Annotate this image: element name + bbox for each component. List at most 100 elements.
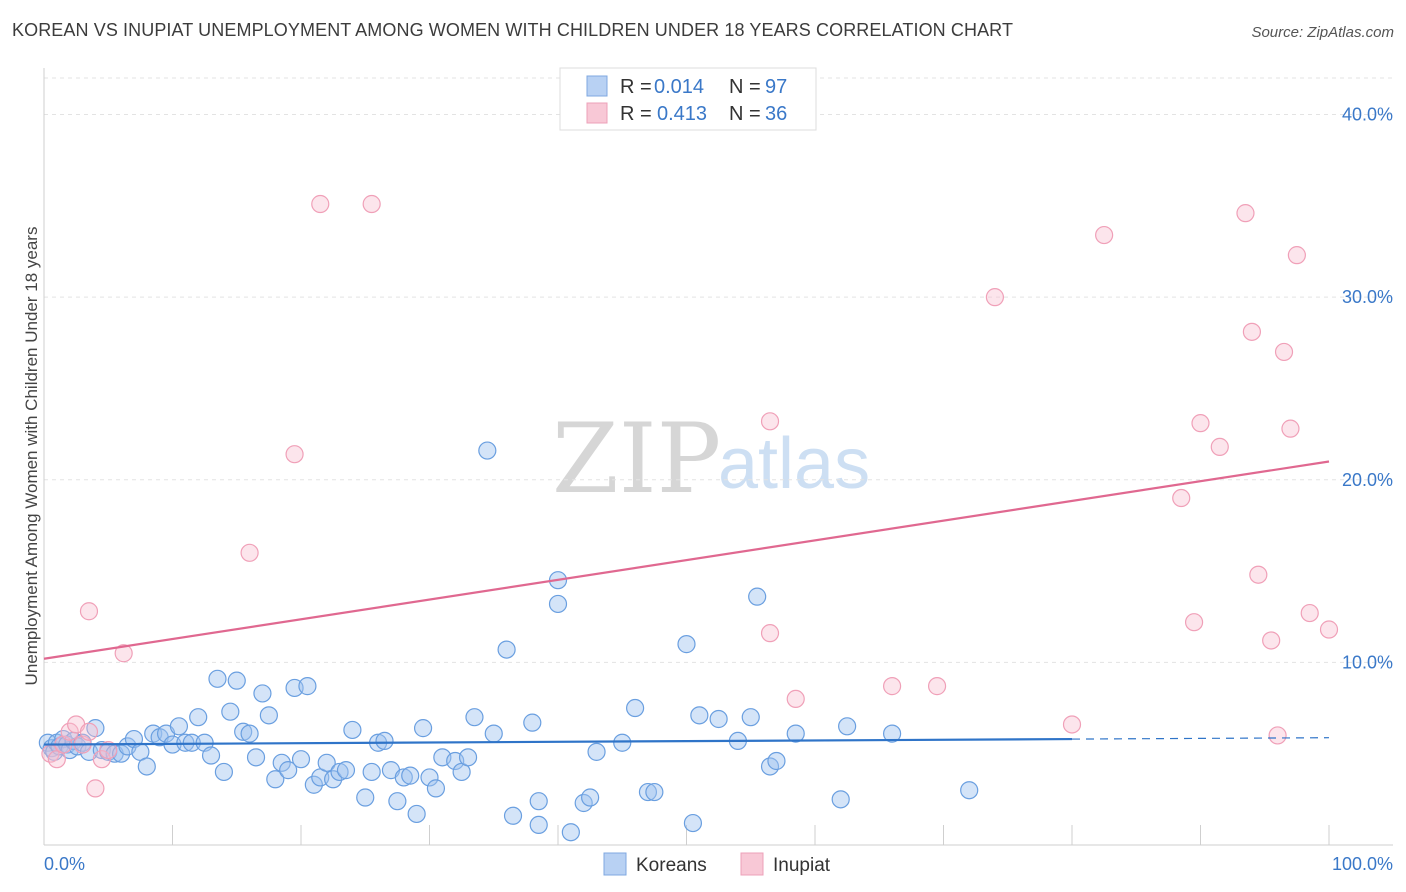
source-credit: Source: ZipAtlas.com <box>1251 24 1394 41</box>
koreans-trend-extension <box>1071 737 1330 740</box>
x-tick-label-max: 100.0% <box>1332 854 1393 874</box>
korean-point <box>960 781 979 800</box>
inupiat-r-label: R = <box>620 103 652 125</box>
korean-point <box>645 782 664 802</box>
korean-point <box>420 768 439 787</box>
inupiat-point <box>79 722 99 741</box>
legend-inupiat-swatch <box>740 852 764 876</box>
inupiat-point <box>114 644 133 663</box>
inupiat-n-label: N = <box>729 103 761 125</box>
koreans-swatch <box>586 75 608 97</box>
inupiat-point <box>1249 565 1268 584</box>
korean-point <box>240 724 259 743</box>
chart-title: KOREAN VS INUPIAT UNEMPLOYMENT AMONG WOM… <box>12 20 1014 40</box>
korean-point <box>625 698 645 718</box>
inupiat-r-value: 0.413 <box>657 103 707 125</box>
korean-point <box>234 722 253 741</box>
inupiat-point <box>311 194 330 214</box>
inupiat-point <box>882 677 902 696</box>
inupiat-point <box>1062 715 1082 734</box>
inupiat-point <box>1210 437 1229 456</box>
inupiat-trend-line <box>43 460 1330 660</box>
legend-koreans-swatch <box>603 852 627 876</box>
inupiat-point <box>927 677 947 696</box>
korean-point <box>786 724 805 743</box>
korean-point <box>317 753 336 772</box>
axes <box>43 68 1393 846</box>
korean-point <box>529 815 548 835</box>
koreans-points <box>38 441 979 842</box>
inupiat-point <box>362 194 381 214</box>
korean-point <box>394 768 413 787</box>
korean-point <box>208 669 227 688</box>
korean-point <box>677 635 696 654</box>
inupiat-point <box>1268 726 1287 745</box>
korean-point <box>388 792 407 811</box>
korean-point <box>638 782 658 802</box>
inupiat-point <box>1319 620 1339 639</box>
korean-point <box>709 709 728 729</box>
inupiat-point <box>760 624 780 643</box>
korean-point <box>748 587 767 606</box>
korean-point <box>613 733 632 752</box>
korean-point <box>291 750 311 769</box>
korean-point <box>324 770 343 789</box>
korean-point <box>581 788 600 807</box>
korean-point <box>831 790 850 809</box>
korean-point <box>548 594 568 614</box>
koreans-r-label: R = <box>620 76 652 98</box>
korean-point <box>227 671 246 690</box>
koreans-n-value: 97 <box>765 76 787 98</box>
korean-point <box>767 751 786 771</box>
korean-point <box>882 724 902 743</box>
inupiat-point <box>60 722 79 741</box>
koreans-trend-line <box>43 737 1073 746</box>
korean-point <box>266 770 285 789</box>
inupiat-point <box>985 288 1005 307</box>
korean-point <box>426 779 446 798</box>
korean-point <box>330 762 349 782</box>
korean-point <box>356 788 375 807</box>
korean-point <box>458 748 478 767</box>
inupiat-point <box>1262 631 1281 650</box>
korean-point <box>503 806 523 825</box>
korean-point <box>741 708 760 727</box>
korean-point <box>690 706 709 725</box>
koreans-r-value: 0.014 <box>654 76 704 98</box>
series-legend: Koreans Inupiat <box>603 852 831 876</box>
korean-point <box>683 813 703 833</box>
korean-point <box>529 792 548 811</box>
gridlines <box>44 77 1393 663</box>
korean-point <box>465 708 484 727</box>
y-axis-label: Unemployment Among Women with Children U… <box>22 227 41 686</box>
korean-point <box>561 823 580 842</box>
x-tick-label-min: 0.0% <box>44 854 85 874</box>
koreans-n-label: N = <box>729 76 761 98</box>
inupiat-points <box>41 194 1339 798</box>
inupiat-point <box>760 412 780 431</box>
korean-point <box>272 753 291 772</box>
korean-point <box>362 762 381 782</box>
inupiat-point <box>1184 613 1204 632</box>
korean-point <box>304 775 323 794</box>
korean-point <box>279 761 298 780</box>
korean-point <box>169 717 189 736</box>
korean-point <box>478 441 497 460</box>
korean-point <box>343 720 362 740</box>
korean-point <box>298 677 317 696</box>
inupiat-point <box>1274 342 1294 362</box>
y-tick-label: 10.0% <box>1342 652 1393 672</box>
inupiat-point <box>1300 603 1319 623</box>
y-tick-label: 30.0% <box>1342 287 1393 307</box>
inupiat-point <box>285 445 304 464</box>
korean-point <box>484 724 503 743</box>
inupiat-point <box>786 689 805 709</box>
legend-koreans-label: Koreans <box>636 855 707 876</box>
inupiat-point <box>1191 414 1210 433</box>
inupiat-point <box>79 602 99 621</box>
korean-point <box>336 761 356 780</box>
korean-point <box>838 717 857 736</box>
inupiat-point <box>1287 246 1306 265</box>
watermark-atlas: atlas <box>718 424 870 504</box>
